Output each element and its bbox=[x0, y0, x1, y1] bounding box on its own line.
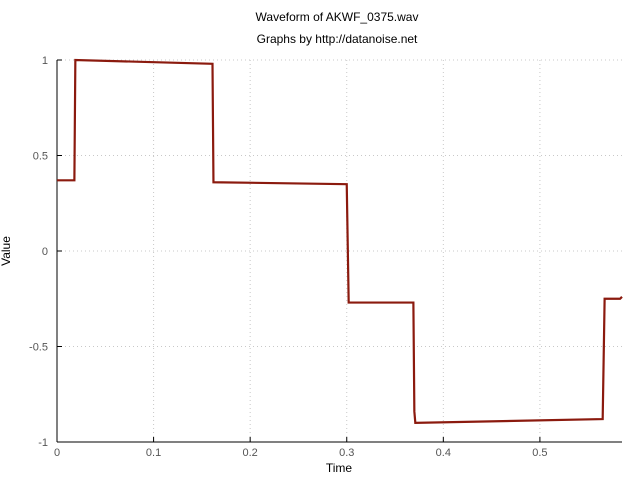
waveform-series-line bbox=[57, 58, 623, 425]
y-axis-label: Value bbox=[0, 236, 13, 266]
x-tick-label: 0 bbox=[54, 447, 60, 459]
y-tick-label: -1 bbox=[38, 437, 48, 449]
x-tick-label: 0.3 bbox=[339, 447, 354, 459]
x-axis-label: Time bbox=[326, 461, 353, 475]
y-tick-label: -0.5 bbox=[29, 342, 48, 354]
series-group bbox=[57, 58, 623, 425]
y-tick-label: 0 bbox=[42, 246, 48, 258]
x-tick-label: 0.5 bbox=[532, 447, 547, 459]
x-tick-label: 0.4 bbox=[436, 447, 451, 459]
y-tick-label: 0.5 bbox=[33, 151, 48, 163]
axis-ticks: 1 0.5 0 -0.5 -1 0 0.1 0.2 0.3 0.4 0.5 bbox=[29, 55, 548, 459]
chart-title: Waveform of AKWF_0375.wav bbox=[256, 10, 419, 24]
x-tick-label: 0.2 bbox=[243, 447, 258, 459]
x-tick-label: 0.1 bbox=[146, 447, 161, 459]
y-tick-label: 1 bbox=[42, 55, 48, 67]
chart-subtitle: Graphs by http://datanoise.net bbox=[257, 32, 418, 46]
